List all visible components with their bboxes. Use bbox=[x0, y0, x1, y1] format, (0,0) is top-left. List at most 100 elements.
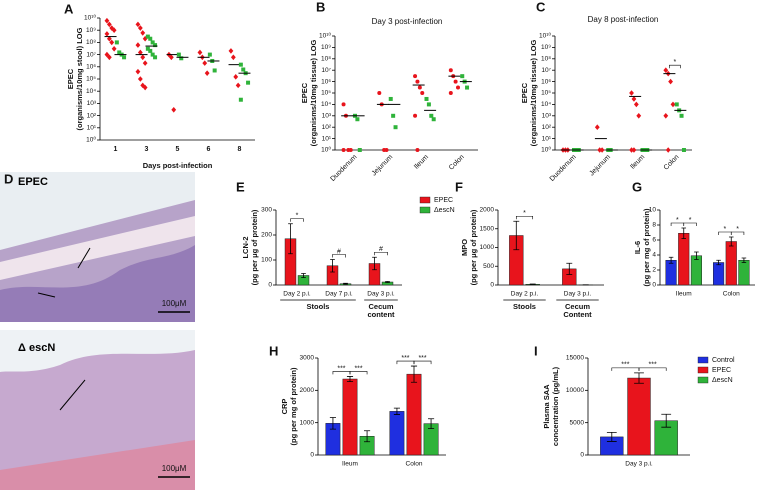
data-point bbox=[429, 113, 434, 118]
data-point bbox=[465, 85, 470, 90]
data-point bbox=[197, 49, 203, 56]
axis-line bbox=[99, 18, 255, 141]
error-bar bbox=[330, 259, 335, 273]
data-point bbox=[448, 68, 453, 73]
panel-label: E bbox=[236, 179, 245, 194]
data-point bbox=[109, 25, 115, 31]
significance-label: *** bbox=[649, 362, 657, 369]
y-tick-label: 10⁶ bbox=[541, 78, 551, 85]
data-point bbox=[424, 96, 429, 101]
data-point bbox=[456, 85, 461, 90]
y-tick-label: 6 bbox=[652, 237, 656, 244]
data-point bbox=[148, 48, 153, 53]
significance-label: * bbox=[724, 226, 727, 233]
y-tick-label: 300 bbox=[261, 207, 272, 214]
significance-label: * bbox=[736, 226, 739, 233]
y-tick-label: 10 bbox=[649, 207, 657, 214]
significance-label: # bbox=[337, 248, 341, 255]
data-point bbox=[668, 78, 673, 85]
y-tick-label: 10⁹ bbox=[86, 27, 96, 34]
significance-bracket bbox=[374, 251, 388, 256]
group-label: content bbox=[367, 310, 395, 319]
x-tick-label: Colon bbox=[448, 154, 466, 172]
data-point bbox=[145, 34, 150, 39]
significance-label: *** bbox=[418, 355, 426, 362]
chart-title: Day 8 post-infection bbox=[588, 15, 659, 24]
error-bar bbox=[668, 256, 674, 264]
legend-label: ΔescN bbox=[434, 207, 455, 214]
error-bar bbox=[661, 413, 672, 428]
legend-label: EPEC bbox=[434, 197, 453, 204]
data-point bbox=[384, 148, 389, 152]
error-bar bbox=[346, 376, 354, 383]
bar bbox=[725, 241, 737, 286]
y-axis-label: (pg per μg of protein) bbox=[469, 209, 478, 285]
data-point bbox=[168, 54, 174, 61]
data-point bbox=[207, 52, 212, 57]
error-bar bbox=[728, 236, 734, 247]
data-point bbox=[388, 96, 393, 101]
data-point bbox=[341, 102, 346, 107]
data-point bbox=[599, 147, 605, 153]
data-point bbox=[137, 49, 143, 56]
x-tick-label: 5 bbox=[176, 146, 180, 153]
data-point bbox=[140, 30, 146, 36]
data-point bbox=[413, 113, 418, 118]
y-tick-label: 10¹⁰ bbox=[84, 14, 96, 22]
data-point bbox=[148, 36, 153, 41]
y-tick-label: 10⁰ bbox=[321, 146, 331, 154]
y-tick-label: 10¹⁰ bbox=[319, 32, 331, 40]
data-point bbox=[460, 74, 465, 79]
arrow bbox=[59, 379, 86, 411]
x-tick-label: Colon bbox=[663, 154, 681, 172]
y-tick-label: 15000 bbox=[566, 355, 584, 362]
y-tick-label: 10⁰ bbox=[86, 136, 96, 144]
x-tick-label: Day 2 p.i. bbox=[511, 291, 539, 298]
data-point bbox=[104, 17, 110, 24]
arrow bbox=[77, 247, 91, 269]
data-point bbox=[341, 148, 346, 152]
legend-swatch bbox=[419, 206, 431, 214]
data-point bbox=[663, 113, 669, 119]
error-bar bbox=[427, 418, 435, 429]
data-point bbox=[413, 74, 418, 79]
y-tick-label: 100 bbox=[261, 257, 272, 264]
y-tick-label: 10⁵ bbox=[86, 76, 96, 83]
data-point bbox=[633, 101, 639, 108]
x-axis-label: Days post-infection bbox=[143, 161, 213, 170]
error-bar bbox=[393, 407, 401, 415]
y-tick-label: 0 bbox=[310, 452, 314, 459]
x-tick-label: 6 bbox=[207, 146, 211, 153]
data-point bbox=[348, 148, 353, 152]
data-point bbox=[629, 90, 634, 96]
x-tick-label: Duodenum bbox=[329, 154, 358, 183]
data-point bbox=[122, 55, 127, 60]
y-axis-label: concentration (pg/mL) bbox=[551, 366, 560, 446]
x-tick-label: Colon bbox=[723, 291, 740, 298]
y-tick-label: 10⁰ bbox=[541, 146, 551, 154]
significance-bracket bbox=[669, 64, 681, 69]
axis-line bbox=[334, 36, 478, 151]
histology-panel: D EPEC Δ escN 100μM 100μM bbox=[0, 171, 195, 490]
data-point bbox=[104, 31, 110, 37]
panel-label: H bbox=[269, 343, 278, 358]
data-point bbox=[228, 48, 234, 54]
legend-swatch bbox=[419, 196, 431, 204]
data-point bbox=[238, 62, 243, 67]
data-point bbox=[153, 43, 158, 48]
error-bar bbox=[301, 273, 306, 278]
legend-swatch bbox=[697, 356, 709, 364]
significance-label: # bbox=[379, 246, 383, 253]
data-point bbox=[204, 70, 210, 76]
error-bar bbox=[372, 256, 377, 271]
y-tick-label: 10¹ bbox=[87, 125, 97, 132]
data-point bbox=[117, 50, 122, 55]
y-tick-label: 10000 bbox=[566, 387, 584, 394]
data-point bbox=[137, 76, 143, 82]
axis-line bbox=[554, 36, 692, 151]
data-point bbox=[111, 45, 117, 52]
data-point bbox=[391, 113, 396, 118]
y-tick-label: 10³ bbox=[542, 113, 552, 120]
x-tick-label: 3 bbox=[145, 146, 149, 153]
